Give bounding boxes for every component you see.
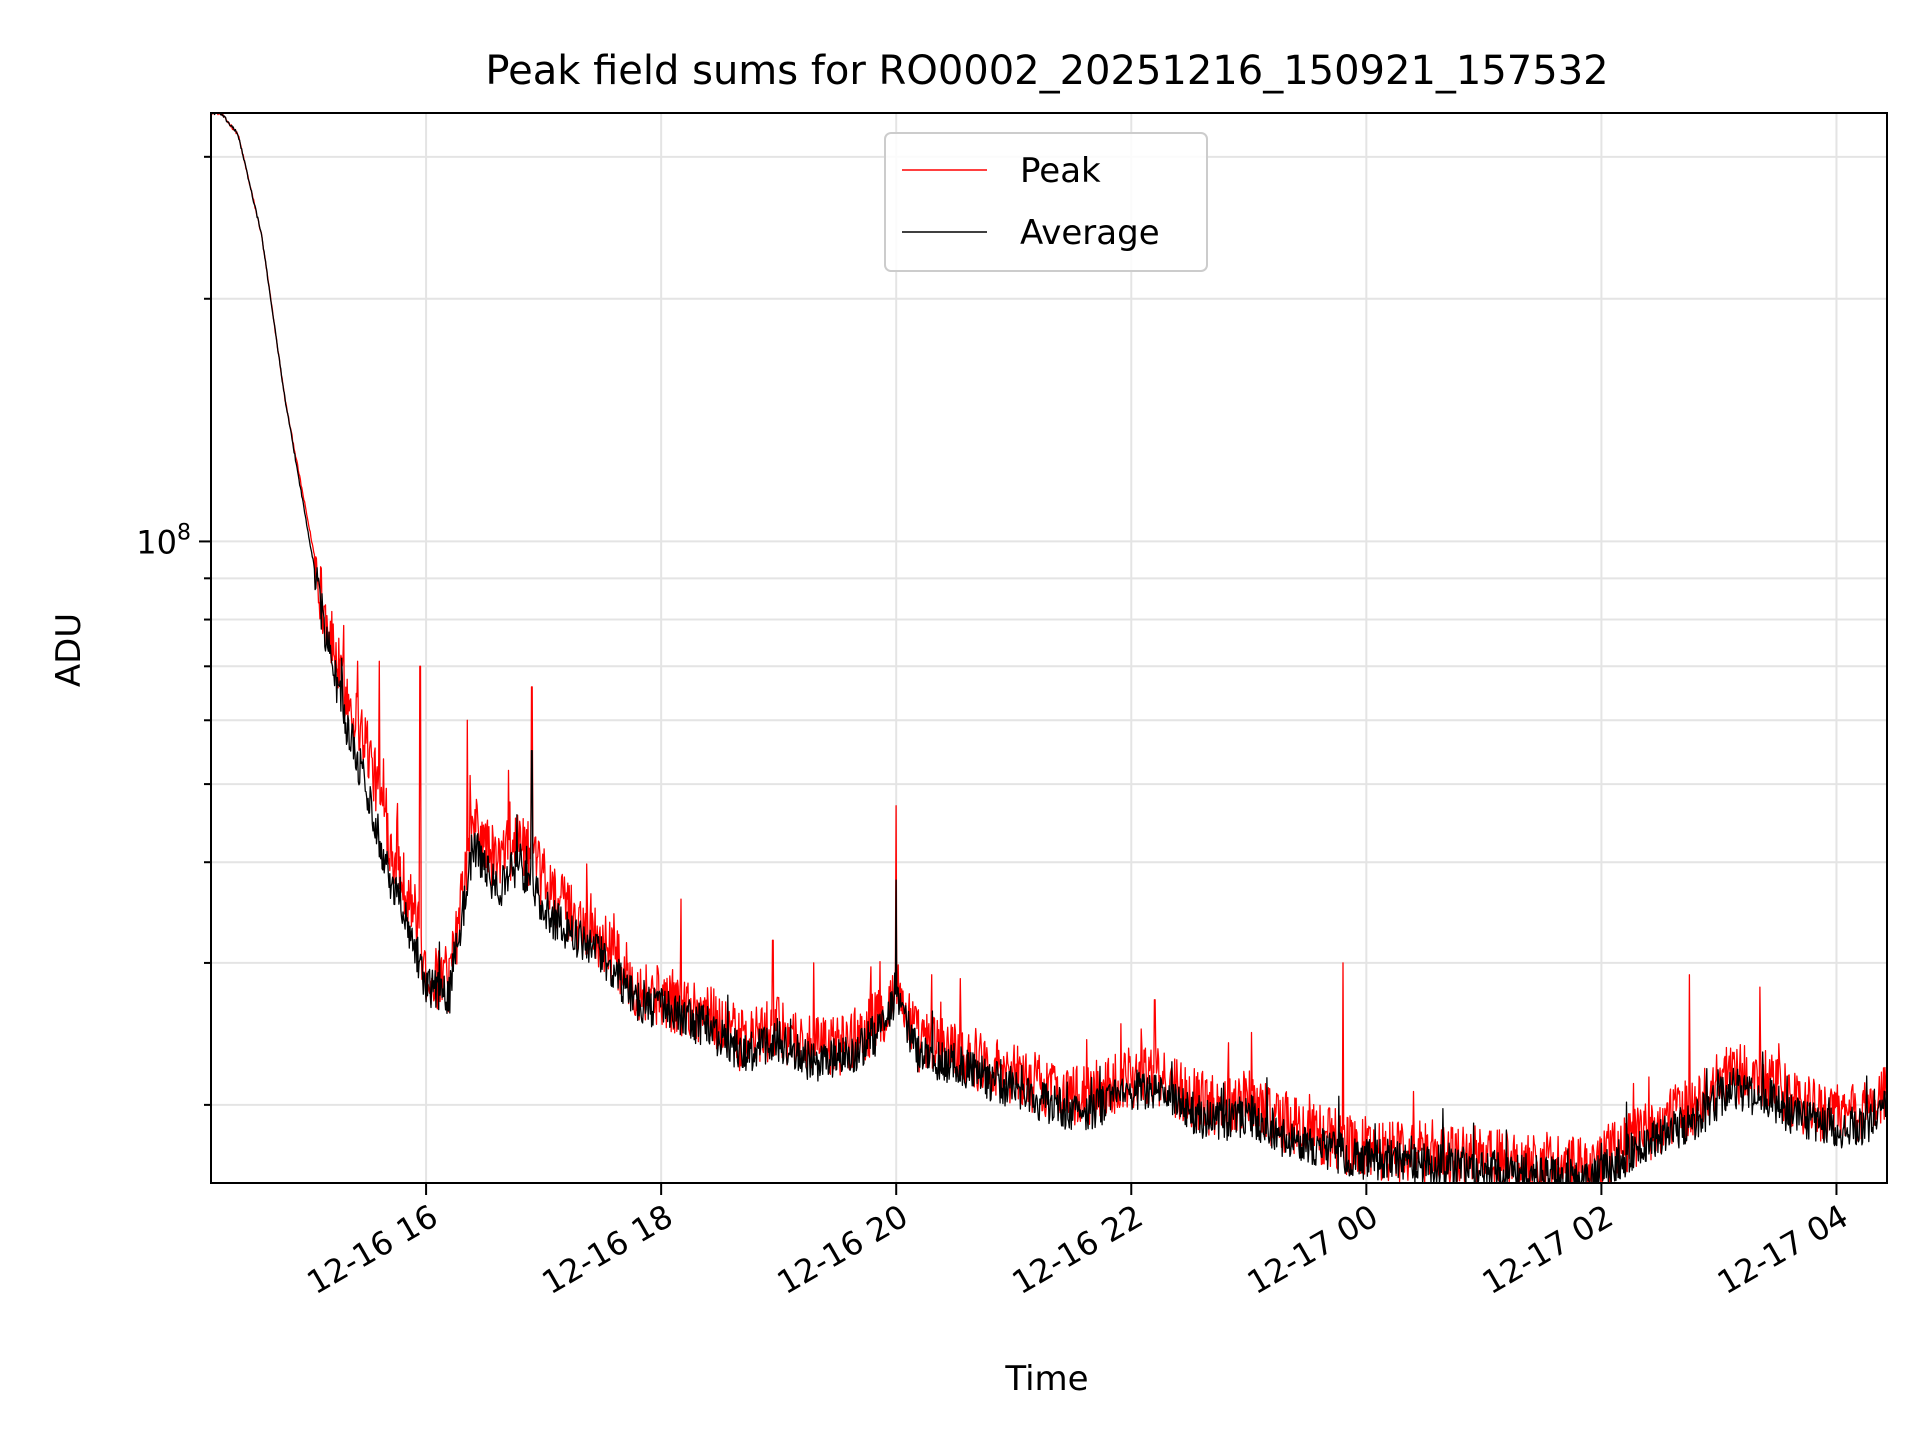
legend-box: [884, 132, 1208, 272]
series-layer: [210, 112, 1888, 1184]
legend: Peak Average: [884, 132, 1208, 272]
chart-title: Peak field sums for RO0002_20251216_1509…: [485, 48, 1608, 94]
y-axis: 108: [136, 155, 211, 1106]
series-line-peak: [211, 112, 1888, 1184]
y-axis-label: ADU: [49, 613, 89, 687]
plot-frame: [210, 112, 1888, 1184]
legend-label-peak: Peak: [1020, 151, 1101, 191]
x-axis-label: Time: [1004, 1359, 1088, 1399]
y-tick-label: 108: [136, 520, 191, 561]
legend-label-average: Average: [1020, 213, 1160, 253]
series-line-average: [210, 112, 1888, 1184]
